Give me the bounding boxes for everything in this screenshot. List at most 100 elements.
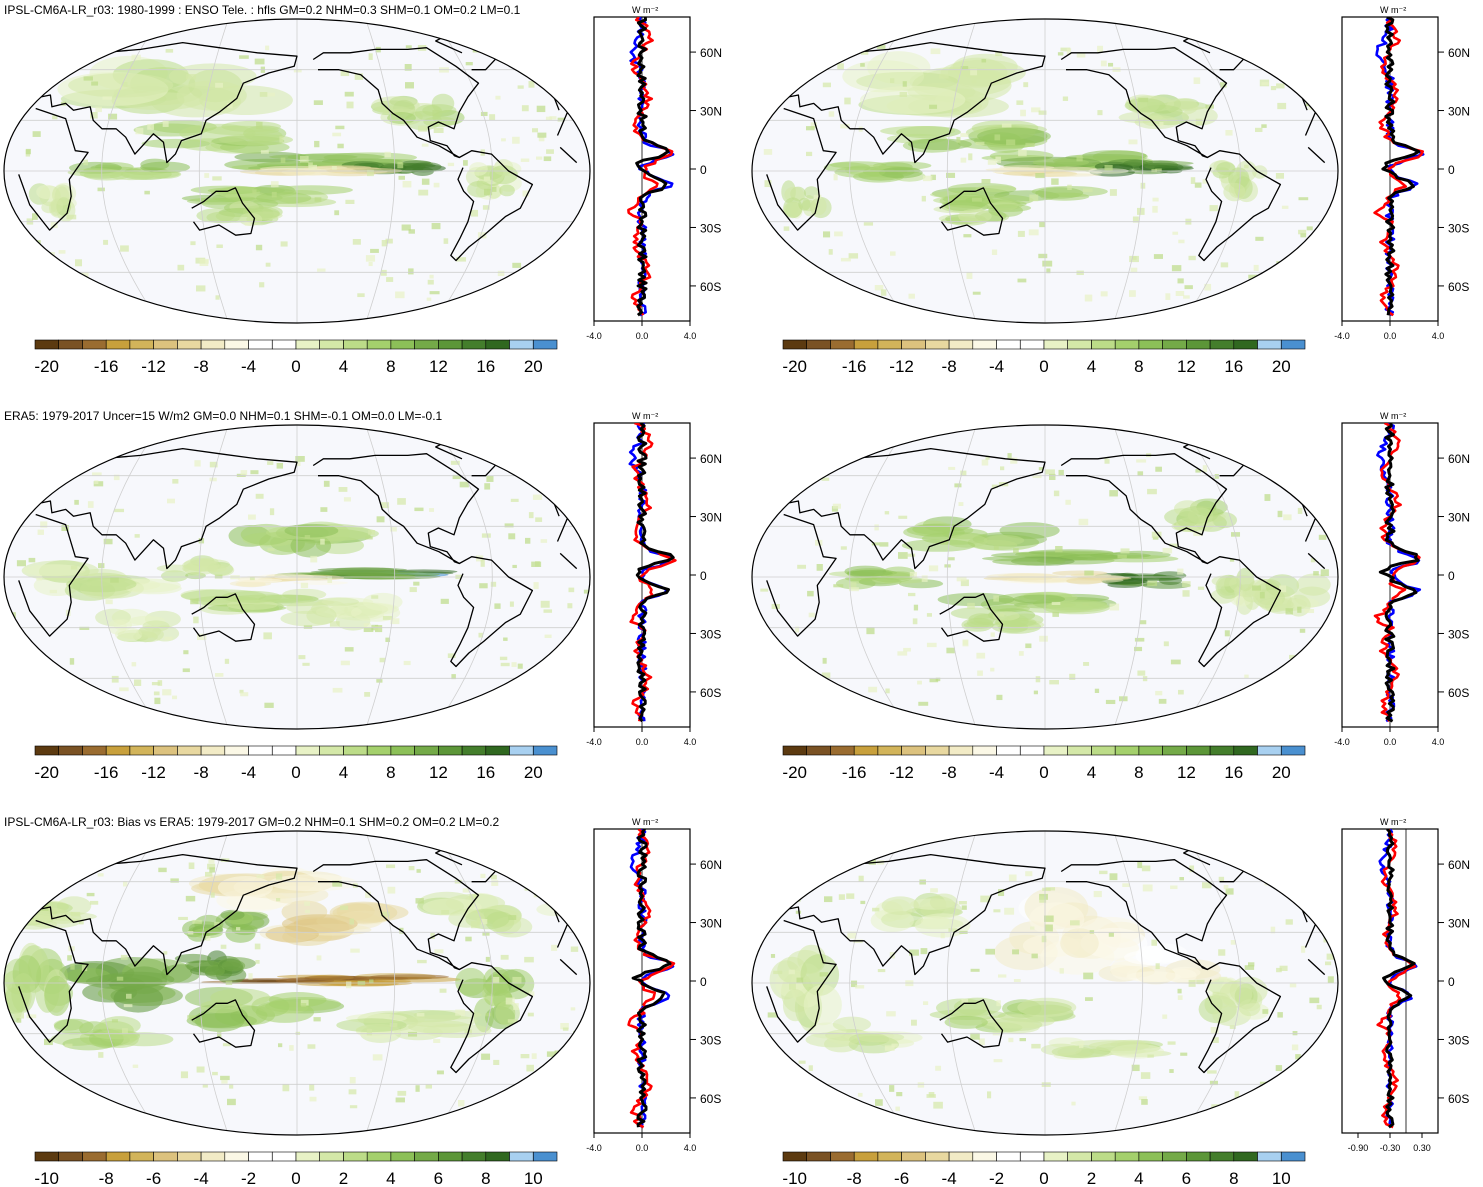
colorbar-swatch: [925, 339, 950, 350]
colorbar-swatch: [853, 745, 879, 756]
anomaly-cell: [940, 932, 945, 939]
anomaly-cell: [494, 603, 501, 609]
colorbar-swatch: [782, 1151, 808, 1162]
anomaly-cell: [1044, 915, 1054, 922]
anomaly-cell: [131, 662, 137, 667]
anomaly-cell: [848, 582, 857, 590]
anomaly-cell: [284, 523, 339, 538]
coastline: [312, 453, 480, 565]
anomaly-cell: [808, 1065, 813, 1071]
x-tick-label: 4.0: [1432, 331, 1445, 341]
anomaly-cell: [874, 524, 879, 531]
anomaly-cell: [1277, 102, 1287, 110]
anomaly-cell: [884, 1045, 895, 1051]
colorbar-swatch: [901, 1151, 926, 1162]
colorbar-label: -8: [194, 357, 209, 376]
anomaly-cell: [209, 477, 217, 482]
anomaly-cell: [1285, 919, 1293, 925]
colorbar-swatch: [414, 339, 439, 350]
colorbar-swatch: [58, 339, 83, 350]
anomaly-cell: [840, 546, 847, 550]
anomaly-cell: [1147, 580, 1158, 587]
anomaly-cell: [154, 697, 161, 705]
anomaly-cell: [1059, 968, 1064, 974]
anomaly-cell: [1320, 569, 1329, 577]
panel-title: IPSL-CM6A-LR_r03: Bias vs ERA5: 1979-201…: [4, 815, 500, 829]
anomaly-cell: [219, 133, 293, 146]
colorbar-swatch: [177, 745, 202, 756]
anomaly-cell: [1001, 123, 1012, 128]
anomaly-cell: [308, 164, 318, 170]
anomaly-cell: [816, 858, 826, 863]
anomaly-cell: [484, 483, 491, 490]
anomaly-cell: [433, 127, 444, 134]
anomaly-cell: [340, 905, 349, 911]
anomaly-cell: [849, 1106, 858, 1111]
anomaly-cell: [110, 1108, 120, 1115]
anomaly-cell: [430, 932, 435, 939]
anomaly-cell: [816, 52, 822, 58]
anomaly-cell: [209, 867, 215, 873]
anomaly-cell: [336, 1018, 407, 1033]
anomaly-cell: [1045, 469, 1055, 475]
anomaly-cell: [824, 896, 833, 903]
colorbar-label: -2: [989, 1169, 1004, 1187]
anomaly-cell: [833, 173, 838, 181]
anomaly-cell: [352, 239, 361, 245]
coastline: [766, 513, 1326, 637]
colorbar-swatch: [366, 745, 392, 756]
colorbar-swatch: [200, 339, 226, 350]
anomaly-cell: [533, 582, 539, 590]
anomaly-cell: [1177, 995, 1183, 1000]
colorbar-swatch: [153, 1151, 178, 1162]
anomaly-cell: [846, 893, 855, 899]
units-label: W m⁻²: [1380, 411, 1406, 421]
zonal-mean-plot: W m⁻² 60N 30N 0 30S 60S -4.0 0.0 4.0: [586, 411, 722, 747]
anomaly-cell: [510, 498, 519, 502]
zonal-mean-plot: W m⁻² 60N 30N 0 30S 60S -4.0 0.0 4.0: [1334, 411, 1470, 747]
anomaly-cell: [535, 517, 543, 522]
coastline: [1060, 47, 1228, 159]
colorbar-label: -8: [942, 357, 957, 376]
anomaly-cell: [1079, 1044, 1084, 1049]
anomaly-cell: [987, 1091, 992, 1099]
colorbar-swatch: [830, 339, 855, 350]
anomaly-cell: [1010, 457, 1018, 464]
anomaly-cell: [418, 125, 428, 132]
anomaly-cell: [259, 92, 268, 97]
anomaly-cell: [822, 82, 831, 88]
colorbar-label: 8: [1134, 763, 1143, 782]
anomaly-cell: [1262, 1009, 1269, 1014]
anomaly-cell: [32, 213, 38, 220]
colorbar-swatch: [129, 1151, 154, 1162]
anomaly-cell: [537, 132, 547, 138]
anomaly-cell: [1297, 606, 1302, 613]
anomaly-cell: [44, 975, 71, 1017]
anomaly-cell: [868, 858, 876, 865]
colorbar-swatch: [509, 339, 534, 350]
anomaly-cell: [439, 988, 447, 993]
anomaly-cell: [783, 197, 803, 219]
colorbar-swatch: [1043, 745, 1069, 756]
colorbar-swatch: [925, 1151, 950, 1162]
units-label: W m⁻²: [632, 411, 658, 421]
anomaly-cell: [421, 143, 429, 147]
anomaly-cell: [1085, 997, 1093, 1001]
anomaly-cell: [1301, 945, 1306, 953]
anomaly-cell: [320, 538, 325, 545]
colorbar-swatch: [295, 339, 321, 350]
colorbar-label: -6: [894, 1169, 909, 1187]
anomaly-cell: [546, 1051, 556, 1057]
anomaly-cell: [164, 636, 173, 641]
anomaly-cell: [876, 44, 886, 49]
anomaly-cell: [260, 150, 269, 154]
anomaly-cell: [69, 658, 75, 665]
anomaly-cell: [386, 277, 394, 282]
anomaly-cell: [929, 678, 939, 683]
anomaly-cell: [1218, 1107, 1227, 1112]
anomaly-cell: [543, 609, 553, 613]
anomaly-cell: [1076, 52, 1086, 58]
colorbar-swatch: [1019, 1151, 1045, 1162]
colorbar-swatch: [1138, 1151, 1163, 1162]
coastline: [450, 556, 534, 668]
